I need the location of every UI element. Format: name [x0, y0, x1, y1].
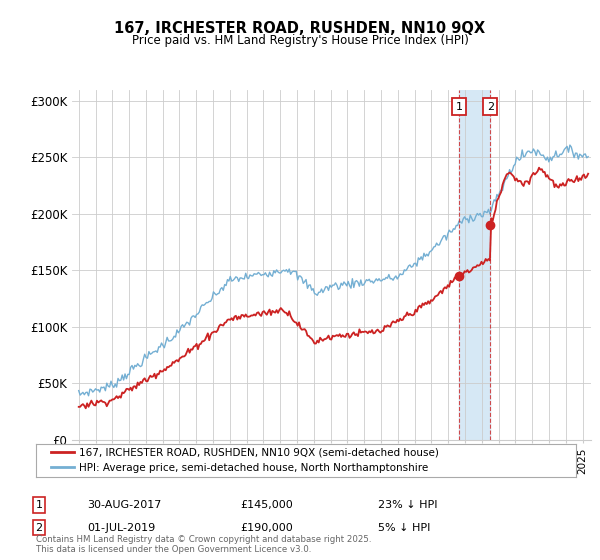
Legend: 167, IRCHESTER ROAD, RUSHDEN, NN10 9QX (semi-detached house), HPI: Average price: 167, IRCHESTER ROAD, RUSHDEN, NN10 9QX (…: [47, 444, 443, 477]
Bar: [460, 90, 490, 440]
Text: 5% ↓ HPI: 5% ↓ HPI: [378, 522, 430, 533]
Text: 2: 2: [487, 101, 494, 111]
Text: £190,000: £190,000: [240, 522, 293, 533]
Text: £145,000: £145,000: [240, 500, 293, 510]
Text: 1: 1: [35, 500, 43, 510]
Text: 30-AUG-2017: 30-AUG-2017: [87, 500, 161, 510]
Text: 01-JUL-2019: 01-JUL-2019: [87, 522, 155, 533]
Text: 23% ↓ HPI: 23% ↓ HPI: [378, 500, 437, 510]
Text: Contains HM Land Registry data © Crown copyright and database right 2025.
This d: Contains HM Land Registry data © Crown c…: [36, 535, 371, 554]
Text: 1: 1: [456, 101, 463, 111]
Text: 167, IRCHESTER ROAD, RUSHDEN, NN10 9QX: 167, IRCHESTER ROAD, RUSHDEN, NN10 9QX: [115, 21, 485, 36]
Text: Price paid vs. HM Land Registry's House Price Index (HPI): Price paid vs. HM Land Registry's House …: [131, 34, 469, 46]
Text: 2: 2: [35, 522, 43, 533]
